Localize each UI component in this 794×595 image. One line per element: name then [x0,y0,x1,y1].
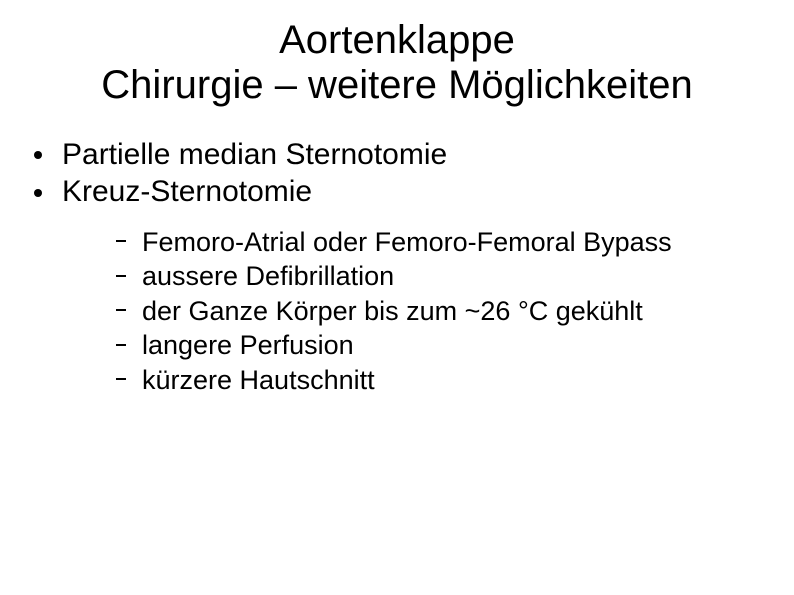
list-item: aussere Defibrillation [108,259,794,294]
bullet-text: der Ganze Körper bis zum ~26 °C gekühlt [142,296,643,326]
bullet-list-level1: Partielle median Sternotomie Kreuz-Stern… [20,136,794,398]
bullet-text: Partielle median Sternotomie [62,138,447,171]
bullet-list-level2: Femoro-Atrial oder Femoro-Femoral Bypass… [62,225,794,398]
list-item: Femoro-Atrial oder Femoro-Femoral Bypass [108,225,794,260]
list-item: Partielle median Sternotomie [20,136,794,174]
bullet-text: aussere Defibrillation [142,261,394,291]
bullet-text: kürzere Hautschnitt [142,365,375,395]
bullet-text: Kreuz-Sternotomie [62,175,312,208]
list-item: Kreuz-Sternotomie Femoro-Atrial oder Fem… [20,173,794,397]
slide-title: Aortenklappe Chirurgie – weitere Möglich… [0,18,794,108]
title-line-1: Aortenklappe [279,18,515,62]
slide: Aortenklappe Chirurgie – weitere Möglich… [0,0,794,595]
list-item: der Ganze Körper bis zum ~26 °C gekühlt [108,294,794,329]
title-line-2: Chirurgie – weitere Möglichkeiten [101,63,692,107]
list-item: langere Perfusion [108,328,794,363]
list-item: kürzere Hautschnitt [108,363,794,398]
bullet-text: Femoro-Atrial oder Femoro-Femoral Bypass [142,227,672,257]
bullet-text: langere Perfusion [142,330,354,360]
slide-content: Partielle median Sternotomie Kreuz-Stern… [0,136,794,398]
